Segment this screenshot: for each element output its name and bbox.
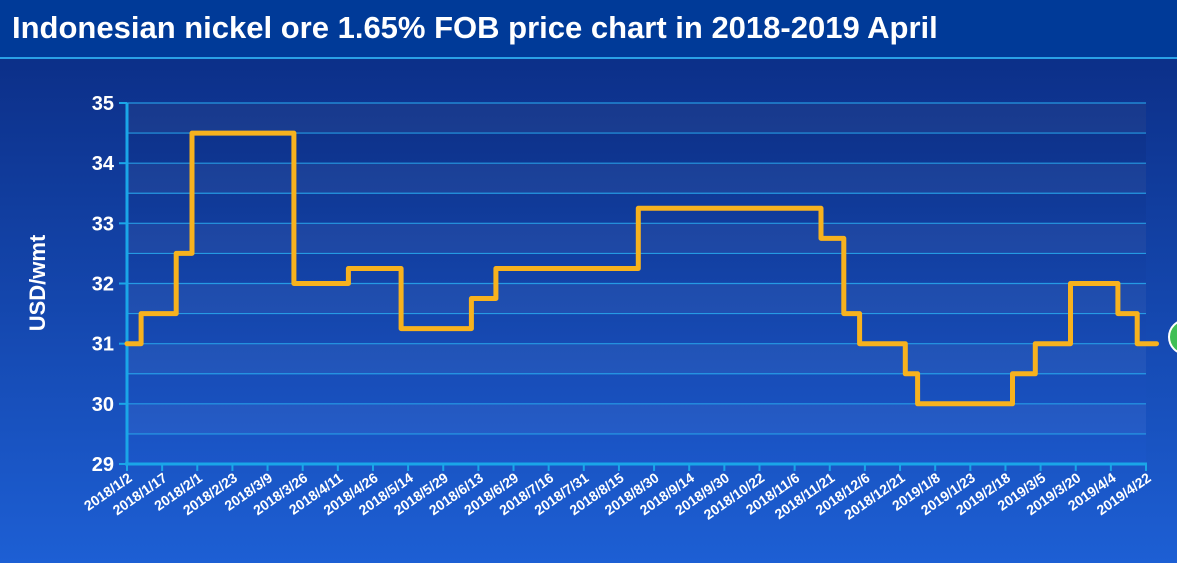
- y-tick-label: 34: [92, 153, 115, 175]
- axes: [119, 102, 1147, 471]
- plot-band: [127, 103, 1146, 134]
- grid-lines: [127, 102, 1146, 435]
- price-line: [124, 130, 1159, 407]
- plot-band: [127, 163, 1146, 194]
- plot-band: [127, 283, 1146, 314]
- chart-title: Indonesian nickel ore 1.65% FOB price ch…: [12, 10, 938, 45]
- y-tick-label: 31: [92, 334, 114, 356]
- badge-circle: [1168, 321, 1177, 353]
- plot-band: [127, 343, 1146, 374]
- series-layer: [124, 130, 1159, 407]
- y-axis-label: USD/wmt: [25, 234, 50, 331]
- y-tick-label: 29: [92, 454, 114, 476]
- y-tick-label: 32: [92, 274, 114, 296]
- title-bar: [0, 0, 1177, 57]
- status-badge: [1168, 321, 1177, 353]
- y-tick-label: 35: [92, 93, 114, 115]
- plot-bands: [127, 103, 1146, 434]
- plot-band: [127, 403, 1146, 434]
- y-tick-label: 33: [92, 213, 114, 235]
- y-tick-labels: 29 30 31 32 33 34 35: [92, 93, 115, 476]
- y-tick-label: 30: [92, 394, 114, 416]
